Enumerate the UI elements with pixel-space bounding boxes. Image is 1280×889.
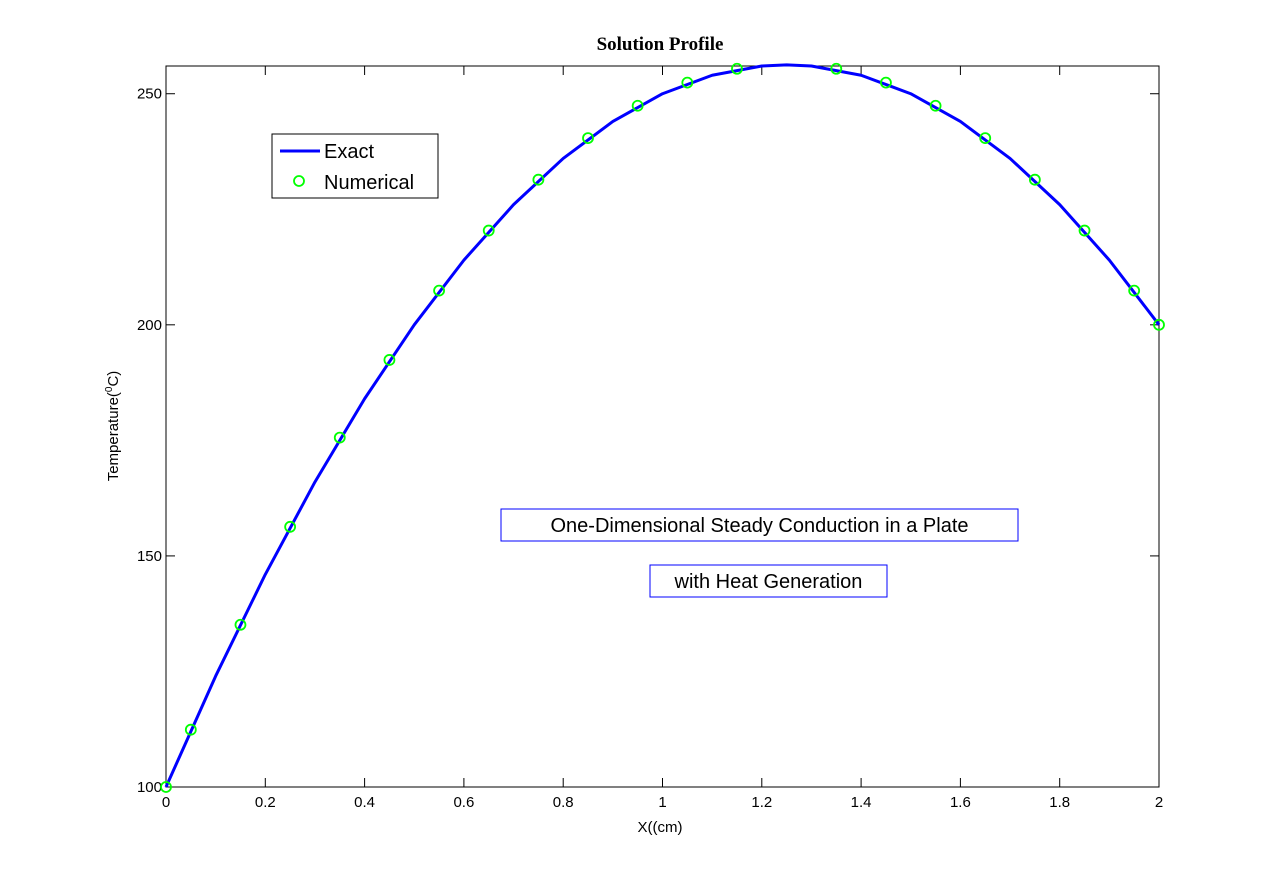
y-axis: 100 150 200 250 [137, 86, 1159, 796]
x-tick-label: 0.8 [553, 794, 574, 811]
series-numerical-point [1153, 318, 1165, 331]
annotations: One-Dimensional Steady Conduction in a P… [500, 508, 1019, 598]
series-layer [160, 62, 1165, 793]
series-numerical-point [333, 431, 346, 444]
annotation-2-box [649, 564, 888, 598]
series-numerical-point [582, 132, 594, 145]
series-numerical-point [731, 62, 743, 75]
legend-numerical-swatch [293, 175, 305, 187]
series-numerical-point [532, 173, 545, 186]
legend-box [271, 133, 439, 199]
series-exact-line [164, 63, 1161, 788]
series-numerical-point [482, 224, 495, 237]
legend-exact-label: Exact [324, 141, 374, 163]
legend-numerical-label: Numerical [324, 172, 414, 194]
x-tick-label: 1.6 [950, 794, 971, 811]
x-tick-label: 0.6 [453, 794, 474, 811]
series-numerical-point [1078, 224, 1091, 237]
series-numerical-point [979, 132, 992, 145]
x-tick-label: 1 [658, 794, 666, 811]
annotation-1-box [500, 508, 1019, 542]
series-numerical-point [1128, 284, 1141, 297]
x-tick-label: 1.4 [851, 794, 872, 811]
series-numerical-point [234, 618, 247, 631]
x-tick-label: 0.2 [255, 794, 276, 811]
x-tick-label: 0.4 [354, 794, 375, 811]
series-numerical-point [284, 520, 297, 533]
series-numerical-point [184, 723, 197, 736]
x-tick-label: 2 [1155, 794, 1163, 811]
x-tick-label: 0 [162, 794, 170, 811]
series-numerical-point [160, 781, 172, 793]
series-numerical-point [929, 99, 942, 112]
annotation-1: One-Dimensional Steady Conduction in a P… [550, 515, 968, 537]
annotation-2: with Heat Generation [674, 571, 863, 593]
y-axis-label: Temperature(0C) [104, 371, 122, 482]
series-numerical-point [830, 62, 843, 75]
series-numerical-point [631, 99, 644, 112]
y-tick-label: 100 [137, 779, 162, 796]
series-numerical-point [383, 354, 396, 366]
y-axis-label-end: C) [105, 371, 122, 387]
series-numerical-point [433, 284, 445, 297]
y-tick-label: 250 [137, 86, 162, 103]
series-numerical-point [1028, 173, 1041, 186]
y-axis-label-main: Temperature( [105, 392, 122, 481]
x-axis-label: X((cm) [638, 819, 683, 836]
y-tick-label: 200 [137, 317, 162, 334]
legend: Exact Numerical [271, 133, 439, 199]
x-tick-label: 1.8 [1049, 794, 1070, 811]
chart-title: Solution Profile [597, 34, 724, 55]
series-numerical-point [880, 76, 892, 89]
x-axis: 0 0.2 0.4 0.6 0.8 1 1.2 1.4 1.6 1.8 2 [162, 66, 1163, 811]
series-numerical-point [681, 76, 694, 89]
y-axis-label-superscript: 0 [104, 386, 115, 392]
x-tick-label: 1.2 [751, 794, 772, 811]
y-tick-label: 150 [137, 548, 162, 565]
